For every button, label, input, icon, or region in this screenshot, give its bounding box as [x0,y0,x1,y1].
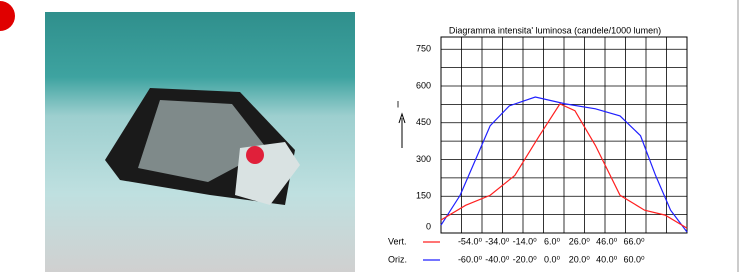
x-tick-label: 20.0⁰ [569,254,591,264]
x-tick-label: 0.0⁰ [544,254,561,264]
x2-tick-label: 6.0⁰ [544,236,561,246]
status-dot [0,1,15,31]
y-tick-label: 150 [416,191,431,201]
x2-tick-label: 46.0⁰ [596,236,618,246]
y-tick-label: 750 [416,44,431,54]
y-tick-label: 300 [416,154,431,164]
x-tick-label: -60.0⁰ [458,254,483,264]
x-tick-label: -40.0⁰ [485,254,510,264]
y-axis-label: I [397,99,400,109]
y-tick-label: 600 [416,80,431,90]
x2-tick-label: 66.0⁰ [623,236,645,246]
x2-tick-label: 26.0⁰ [569,236,591,246]
screen: Diagramma intensita' luminosa (candele/1… [0,0,751,272]
chart-title: Diagramma intensita' luminosa (candele/1… [449,25,661,35]
x-tick-label: 40.0⁰ [596,254,618,264]
y-tick-label: 450 [416,117,431,127]
x2-tick-label: -14.0⁰ [513,236,538,246]
x2-tick-label: -34.0⁰ [485,236,510,246]
legend-label: Vert. [388,236,407,246]
x-tick-label: 60.0⁰ [623,254,645,264]
y-axis-arrow [399,114,405,148]
y-tick-label: 0 [426,221,431,231]
product-photo [45,12,355,272]
x-tick-label: -20.0⁰ [513,254,538,264]
legend-label: Oriz. [388,254,407,264]
x2-tick-label: -54.0⁰ [458,236,483,246]
